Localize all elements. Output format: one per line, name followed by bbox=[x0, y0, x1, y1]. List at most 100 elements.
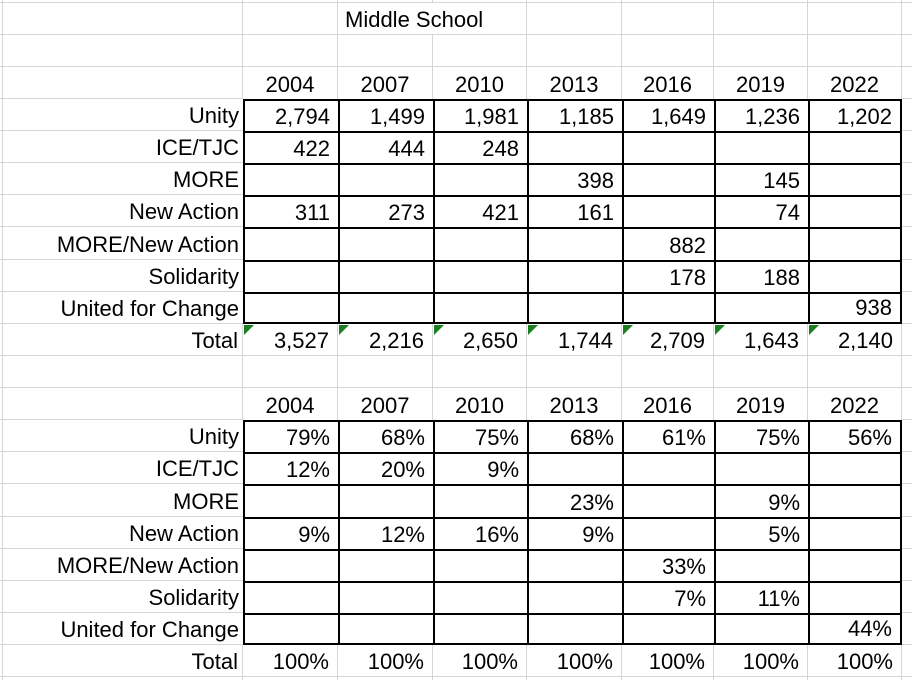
empty-cell[interactable] bbox=[902, 131, 912, 163]
percent-cell-more-2004[interactable] bbox=[243, 484, 338, 517]
empty-cell[interactable] bbox=[902, 227, 912, 260]
percent-cell-united-for-change-2022[interactable]: 44% bbox=[808, 613, 902, 645]
percent-cell-more-2019[interactable]: 9% bbox=[714, 484, 808, 517]
counts-cell-solidarity-2007[interactable] bbox=[338, 260, 433, 292]
counts-cell-solidarity-2019[interactable]: 188 bbox=[714, 260, 808, 292]
counts-cell-ice-tjc-2004[interactable]: 422 bbox=[243, 131, 338, 163]
percent-row-label-more[interactable]: MORE bbox=[3, 484, 243, 517]
counts-row-label-more[interactable]: MORE bbox=[3, 163, 243, 195]
counts-cell-solidarity-2022[interactable] bbox=[808, 260, 902, 292]
percent-cell-more-2007[interactable] bbox=[338, 484, 433, 517]
percent-cell-united-for-change-2019[interactable] bbox=[714, 613, 808, 645]
empty-cell[interactable] bbox=[902, 35, 912, 67]
counts-row-label-ice-tjc[interactable]: ICE/TJC bbox=[3, 131, 243, 163]
percent-cell-more-new-action-2007[interactable] bbox=[338, 549, 433, 581]
counts-cell-ice-tjc-2022[interactable] bbox=[808, 131, 902, 163]
percent-row-label-solidarity[interactable]: Solidarity bbox=[3, 581, 243, 613]
counts-cell-more-2022[interactable] bbox=[808, 163, 902, 195]
empty-cell[interactable] bbox=[527, 3, 622, 35]
percent-cell-new-action-2019[interactable]: 5% bbox=[714, 517, 808, 549]
percent-row-label-more-new-action[interactable]: MORE/New Action bbox=[3, 549, 243, 581]
empty-cell[interactable] bbox=[243, 35, 338, 67]
percent-total-2004[interactable]: 100% bbox=[243, 645, 338, 677]
empty-cell[interactable] bbox=[338, 35, 433, 67]
empty-cell[interactable] bbox=[902, 292, 912, 324]
empty-cell[interactable] bbox=[902, 452, 912, 484]
counts-cell-ice-tjc-2013[interactable] bbox=[527, 131, 622, 163]
empty-cell[interactable] bbox=[902, 99, 912, 131]
empty-cell[interactable] bbox=[3, 356, 243, 388]
percent-total-2007[interactable]: 100% bbox=[338, 645, 433, 677]
percent-cell-more-2010[interactable] bbox=[433, 484, 527, 517]
counts-cell-unity-2019[interactable]: 1,236 bbox=[714, 99, 808, 131]
percent-year-header-2013[interactable]: 2013 bbox=[527, 388, 622, 420]
empty-cell[interactable] bbox=[902, 260, 912, 292]
empty-cell[interactable] bbox=[808, 35, 902, 67]
counts-year-header-2013[interactable]: 2013 bbox=[527, 67, 622, 99]
percent-cell-ice-tjc-2019[interactable] bbox=[714, 452, 808, 484]
counts-cell-more-new-action-2016[interactable]: 882 bbox=[622, 227, 714, 260]
counts-row-label-solidarity[interactable]: Solidarity bbox=[3, 260, 243, 292]
counts-cell-more-new-action-2004[interactable] bbox=[243, 227, 338, 260]
percent-cell-ice-tjc-2004[interactable]: 12% bbox=[243, 452, 338, 484]
counts-cell-more-new-action-2013[interactable] bbox=[527, 227, 622, 260]
percent-cell-more-2016[interactable] bbox=[622, 484, 714, 517]
empty-cell[interactable] bbox=[902, 517, 912, 549]
percent-year-header-2016[interactable]: 2016 bbox=[622, 388, 714, 420]
percent-total-2013[interactable]: 100% bbox=[527, 645, 622, 677]
empty-cell[interactable] bbox=[902, 3, 912, 35]
percent-row-label-total[interactable]: Total bbox=[3, 645, 243, 677]
counts-cell-more-2004[interactable] bbox=[243, 163, 338, 195]
percent-cell-united-for-change-2016[interactable] bbox=[622, 613, 714, 645]
empty-cell[interactable] bbox=[714, 35, 808, 67]
percent-year-header-2019[interactable]: 2019 bbox=[714, 388, 808, 420]
percent-cell-more-2022[interactable] bbox=[808, 484, 902, 517]
counts-cell-new-action-2019[interactable]: 74 bbox=[714, 195, 808, 227]
percent-cell-new-action-2013[interactable]: 9% bbox=[527, 517, 622, 549]
counts-cell-more-2010[interactable] bbox=[433, 163, 527, 195]
percent-row-label-unity[interactable]: Unity bbox=[3, 420, 243, 452]
percent-cell-ice-tjc-2013[interactable] bbox=[527, 452, 622, 484]
percent-cell-ice-tjc-2010[interactable]: 9% bbox=[433, 452, 527, 484]
percent-cell-new-action-2016[interactable] bbox=[622, 517, 714, 549]
counts-cell-more-new-action-2010[interactable] bbox=[433, 227, 527, 260]
empty-cell[interactable] bbox=[902, 388, 912, 420]
counts-cell-unity-2004[interactable]: 2,794 bbox=[243, 99, 338, 131]
empty-cell[interactable] bbox=[622, 35, 714, 67]
percent-cell-more-new-action-2013[interactable] bbox=[527, 549, 622, 581]
counts-cell-new-action-2004[interactable]: 311 bbox=[243, 195, 338, 227]
counts-cell-ice-tjc-2007[interactable]: 444 bbox=[338, 131, 433, 163]
percent-row-label-ice-tjc[interactable]: ICE/TJC bbox=[3, 452, 243, 484]
percent-cell-united-for-change-2004[interactable] bbox=[243, 613, 338, 645]
counts-cell-more-2013[interactable]: 398 bbox=[527, 163, 622, 195]
counts-cell-more-2007[interactable] bbox=[338, 163, 433, 195]
empty-cell[interactable] bbox=[714, 356, 808, 388]
counts-row-label-more-new-action[interactable]: MORE/New Action bbox=[3, 227, 243, 260]
percent-cell-ice-tjc-2007[interactable]: 20% bbox=[338, 452, 433, 484]
counts-row-label-unity[interactable]: Unity bbox=[3, 99, 243, 131]
percent-row-label-new-action[interactable]: New Action bbox=[3, 517, 243, 549]
percent-cell-solidarity-2007[interactable] bbox=[338, 581, 433, 613]
empty-cell[interactable] bbox=[808, 3, 902, 35]
percent-cell-solidarity-2004[interactable] bbox=[243, 581, 338, 613]
counts-cell-united-for-change-2013[interactable] bbox=[527, 292, 622, 324]
empty-cell[interactable] bbox=[433, 35, 527, 67]
percent-cell-solidarity-2016[interactable]: 7% bbox=[622, 581, 714, 613]
counts-cell-united-for-change-2007[interactable] bbox=[338, 292, 433, 324]
percent-cell-unity-2013[interactable]: 68% bbox=[527, 420, 622, 452]
empty-cell[interactable] bbox=[808, 356, 902, 388]
percent-cell-united-for-change-2013[interactable] bbox=[527, 613, 622, 645]
empty-cell[interactable] bbox=[902, 195, 912, 227]
counts-cell-more-new-action-2019[interactable] bbox=[714, 227, 808, 260]
counts-cell-united-for-change-2022[interactable]: 938 bbox=[808, 292, 902, 324]
percent-cell-more-2013[interactable]: 23% bbox=[527, 484, 622, 517]
percent-total-2016[interactable]: 100% bbox=[622, 645, 714, 677]
percent-year-header-2010[interactable]: 2010 bbox=[433, 388, 527, 420]
percent-cell-more-new-action-2022[interactable] bbox=[808, 549, 902, 581]
counts-cell-ice-tjc-2016[interactable] bbox=[622, 131, 714, 163]
empty-cell[interactable] bbox=[527, 35, 622, 67]
percent-total-2019[interactable]: 100% bbox=[714, 645, 808, 677]
counts-total-2004[interactable]: 3,527 bbox=[243, 324, 338, 356]
empty-cell[interactable] bbox=[3, 67, 243, 99]
counts-cell-unity-2013[interactable]: 1,185 bbox=[527, 99, 622, 131]
